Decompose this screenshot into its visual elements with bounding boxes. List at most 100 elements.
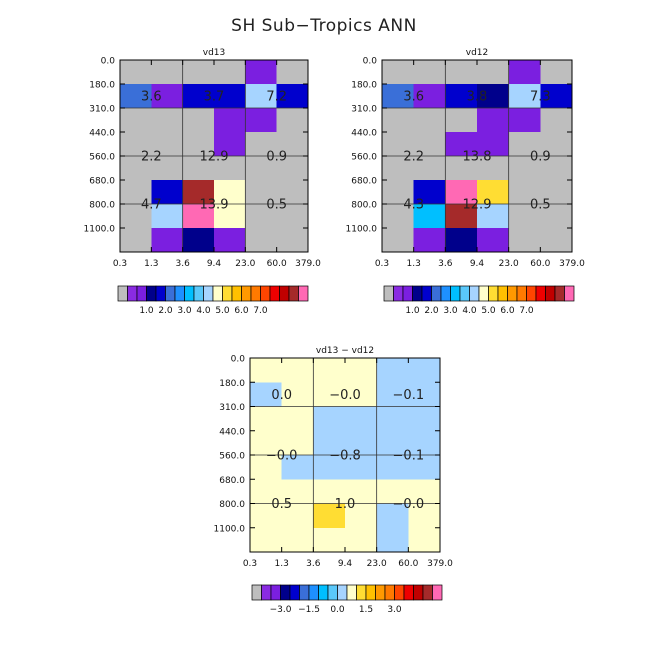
y-tick-label: 800.0 bbox=[89, 201, 115, 211]
region-value-label: −0.0 bbox=[329, 388, 361, 403]
colorbar-swatch bbox=[507, 285, 518, 302]
region-value-label: −0.1 bbox=[393, 449, 425, 464]
heatmap-cell bbox=[120, 132, 152, 157]
y-tick-label: 440.0 bbox=[219, 427, 245, 437]
heatmap-cell bbox=[345, 527, 378, 553]
colorbar-swatch bbox=[146, 285, 157, 302]
colorbar-tick-label: 4.0 bbox=[462, 306, 477, 316]
colorbar-swatch bbox=[308, 584, 319, 601]
heatmap-cell bbox=[313, 455, 346, 480]
region-value-label: −0.0 bbox=[393, 497, 425, 512]
heatmap-cell bbox=[382, 180, 415, 205]
colorbar-swatch bbox=[289, 584, 300, 601]
heatmap-cell bbox=[408, 358, 441, 383]
region-value-label: 4.7 bbox=[141, 198, 162, 213]
colorbar-swatch bbox=[337, 584, 348, 601]
y-tick-label: 1100.0 bbox=[214, 524, 246, 534]
x-tick-label: 9.4 bbox=[338, 559, 353, 569]
heatmap-cell bbox=[313, 382, 346, 407]
heatmap-cell bbox=[408, 455, 441, 480]
heatmap-cell bbox=[182, 132, 215, 157]
colorbar-tick-label: 3.0 bbox=[443, 306, 458, 316]
heatmap-cell bbox=[445, 108, 478, 133]
colorbar-swatch bbox=[222, 285, 233, 302]
y-tick-label: 800.0 bbox=[219, 500, 245, 510]
colorbar-swatch bbox=[251, 584, 262, 601]
colorbar-tick-label: 1.0 bbox=[405, 306, 420, 316]
heatmap-cell bbox=[245, 156, 278, 181]
y-tick-label: 180.0 bbox=[219, 379, 245, 389]
colorbar-swatch bbox=[299, 584, 310, 601]
heatmap-cell bbox=[376, 503, 409, 529]
heatmap-cell bbox=[276, 204, 309, 229]
colorbar-tick-label: −1.5 bbox=[298, 605, 320, 615]
heatmap-cell bbox=[313, 406, 346, 432]
x-tick-label: 9.4 bbox=[470, 259, 485, 269]
y-tick-label: 440.0 bbox=[89, 129, 115, 139]
panel-title: vd13 − vd12 bbox=[316, 346, 374, 356]
heatmap-cell bbox=[250, 455, 283, 480]
heatmap-cell bbox=[214, 180, 246, 205]
region-value-label: 0.5 bbox=[266, 198, 287, 213]
y-tick-label: 680.0 bbox=[89, 177, 115, 187]
heatmap-cell bbox=[540, 204, 573, 229]
heatmap-cell bbox=[214, 132, 246, 157]
heatmap-cell bbox=[313, 527, 346, 553]
heatmap-cell bbox=[182, 204, 215, 229]
heatmap-cell bbox=[151, 180, 184, 205]
heatmap-cell bbox=[413, 228, 446, 253]
heatmap-cell bbox=[445, 156, 478, 181]
region-value-label: 0.0 bbox=[271, 388, 292, 403]
heatmap-cell bbox=[182, 108, 215, 133]
colorbar-swatch bbox=[193, 285, 204, 302]
heatmap-cell bbox=[276, 180, 309, 205]
heatmap-cell bbox=[376, 358, 409, 383]
heatmap-cell bbox=[508, 204, 541, 229]
colorbar-tick-label: 5.0 bbox=[481, 306, 496, 316]
heatmap-cell bbox=[151, 84, 184, 109]
y-tick-label: 310.0 bbox=[219, 403, 245, 413]
heatmap-cell bbox=[477, 84, 510, 109]
heatmap-cell bbox=[508, 180, 541, 205]
heatmap-cell bbox=[245, 132, 278, 157]
heatmap-cell bbox=[120, 84, 152, 109]
heatmap-cell bbox=[313, 503, 346, 529]
heatmap-cell bbox=[245, 108, 278, 133]
heatmap-cell bbox=[376, 382, 409, 407]
heatmap-cell bbox=[382, 84, 415, 109]
heatmap-cell bbox=[540, 60, 573, 85]
colorbar-tick-label: 5.0 bbox=[215, 306, 230, 316]
heatmap-cell bbox=[214, 108, 246, 133]
region-value-label: −0.1 bbox=[393, 388, 425, 403]
colorbar-swatch bbox=[431, 285, 442, 302]
region-value-label: 2.2 bbox=[141, 150, 162, 165]
colorbar-swatch bbox=[136, 285, 147, 302]
heatmap-cell bbox=[445, 204, 478, 229]
heatmap-cell bbox=[477, 60, 510, 85]
heatmap-cell bbox=[376, 479, 409, 504]
region-value-label: −0.0 bbox=[266, 449, 298, 464]
heatmap-cell bbox=[281, 382, 314, 407]
heatmap-cell bbox=[345, 455, 378, 480]
colorbar-swatch bbox=[422, 584, 433, 601]
heatmap-cell bbox=[250, 503, 283, 529]
heatmap-cell bbox=[508, 108, 541, 133]
y-tick-label: 800.0 bbox=[351, 201, 377, 211]
heatmap-cell bbox=[345, 358, 378, 383]
colorbar-swatch bbox=[203, 285, 214, 302]
region-value-label: 0.5 bbox=[271, 497, 292, 512]
colorbar-swatch bbox=[450, 285, 461, 302]
heatmap-cell bbox=[477, 156, 510, 181]
colorbar-swatch bbox=[384, 584, 395, 601]
colorbar: 1.0 2.0 3.0 4.0 5.0 6.0 7.0 bbox=[117, 285, 309, 316]
heatmap-cell bbox=[182, 84, 215, 109]
heatmap-cell bbox=[214, 204, 246, 229]
colorbar-swatch bbox=[318, 584, 329, 601]
region-value-label: 13.9 bbox=[200, 198, 229, 213]
heatmap-cell bbox=[477, 180, 510, 205]
region-value-label: 7.2 bbox=[266, 90, 287, 105]
region-value-label: 0.9 bbox=[266, 150, 287, 165]
colorbar-swatch bbox=[412, 285, 423, 302]
heatmap-cell bbox=[413, 156, 446, 181]
heatmap-cell bbox=[376, 455, 409, 480]
